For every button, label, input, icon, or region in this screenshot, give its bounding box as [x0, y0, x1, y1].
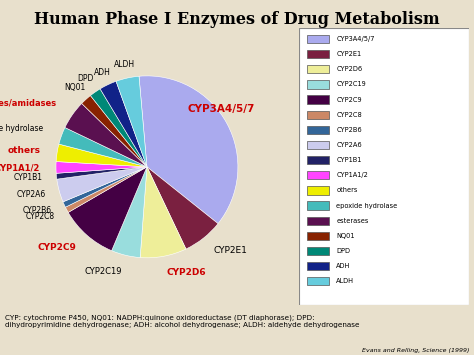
Text: CYP2B6: CYP2B6 [23, 206, 52, 215]
Bar [307, 110, 329, 119]
Text: CYP2D6: CYP2D6 [167, 268, 206, 277]
Bar [307, 80, 329, 88]
Text: CYP2C19: CYP2C19 [84, 267, 122, 276]
Text: CYP2A6: CYP2A6 [17, 190, 46, 199]
Bar [307, 232, 329, 240]
Text: ALDH: ALDH [114, 60, 135, 69]
Wedge shape [91, 89, 147, 167]
Text: CYP2C9: CYP2C9 [37, 243, 76, 252]
Text: CYP2C8: CYP2C8 [336, 112, 362, 118]
Text: CYP1B1: CYP1B1 [14, 173, 43, 182]
Text: CYP2C19: CYP2C19 [336, 81, 366, 87]
Text: others: others [336, 187, 357, 193]
Text: Esterases/amidases: Esterases/amidases [0, 99, 56, 108]
Text: NQ01: NQ01 [64, 83, 86, 92]
Wedge shape [147, 167, 218, 249]
FancyBboxPatch shape [299, 28, 469, 305]
Text: CYP3A4/5/7: CYP3A4/5/7 [336, 36, 374, 42]
Wedge shape [56, 167, 147, 179]
Wedge shape [56, 162, 147, 173]
Text: CYP3A4/5/7: CYP3A4/5/7 [188, 104, 255, 114]
Bar [307, 126, 329, 134]
Text: esterases: esterases [336, 218, 369, 224]
Text: others: others [8, 146, 41, 155]
Text: DPD: DPD [336, 248, 350, 254]
Bar [307, 50, 329, 58]
Wedge shape [56, 144, 147, 167]
Wedge shape [63, 167, 147, 207]
Text: CYP1B1: CYP1B1 [336, 157, 362, 163]
Text: ADH: ADH [336, 263, 351, 269]
Text: DPD: DPD [78, 74, 94, 83]
Bar [307, 247, 329, 255]
Wedge shape [57, 167, 147, 202]
Bar [307, 141, 329, 149]
Text: CYP2A6: CYP2A6 [336, 142, 362, 148]
Text: Evans and Relling, Science (1999): Evans and Relling, Science (1999) [362, 348, 469, 353]
Bar [307, 95, 329, 104]
Wedge shape [59, 127, 147, 167]
Text: CYP: cytochrome P450, NQ01: NADPH:quinone oxidoreductase (DT diaphorase); DPD:
d: CYP: cytochrome P450, NQ01: NADPH:quinon… [5, 314, 359, 328]
Wedge shape [139, 76, 238, 224]
Wedge shape [100, 81, 147, 167]
Bar [307, 65, 329, 73]
Bar [307, 217, 329, 225]
Text: CYP2E1: CYP2E1 [214, 246, 247, 256]
Wedge shape [65, 103, 147, 167]
Text: CYP2C8: CYP2C8 [26, 212, 55, 221]
Text: epoxide hydrolase: epoxide hydrolase [0, 124, 43, 133]
Bar [307, 171, 329, 179]
Wedge shape [112, 167, 147, 258]
Text: CYP2C9: CYP2C9 [336, 97, 362, 103]
Bar [307, 35, 329, 43]
Wedge shape [68, 167, 147, 251]
Text: CYP1A1/2: CYP1A1/2 [0, 163, 40, 172]
Wedge shape [140, 167, 186, 258]
Wedge shape [65, 167, 147, 212]
Wedge shape [82, 95, 147, 167]
Bar [307, 262, 329, 270]
Text: epoxide hydrolase: epoxide hydrolase [336, 203, 397, 208]
Bar [307, 186, 329, 195]
Text: ADH: ADH [93, 68, 110, 77]
Text: CYP2E1: CYP2E1 [336, 51, 361, 57]
Bar [307, 201, 329, 210]
Text: CYP1A1/2: CYP1A1/2 [336, 172, 368, 178]
Wedge shape [116, 76, 147, 167]
Bar [307, 277, 329, 285]
Bar [307, 156, 329, 164]
Text: ALDH: ALDH [336, 278, 354, 284]
Text: NQ01: NQ01 [336, 233, 355, 239]
Text: Human Phase I Enzymes of Drug Metabolism: Human Phase I Enzymes of Drug Metabolism [34, 11, 440, 28]
Text: CYP2B6: CYP2B6 [336, 127, 362, 133]
Text: CYP2D6: CYP2D6 [336, 66, 362, 72]
